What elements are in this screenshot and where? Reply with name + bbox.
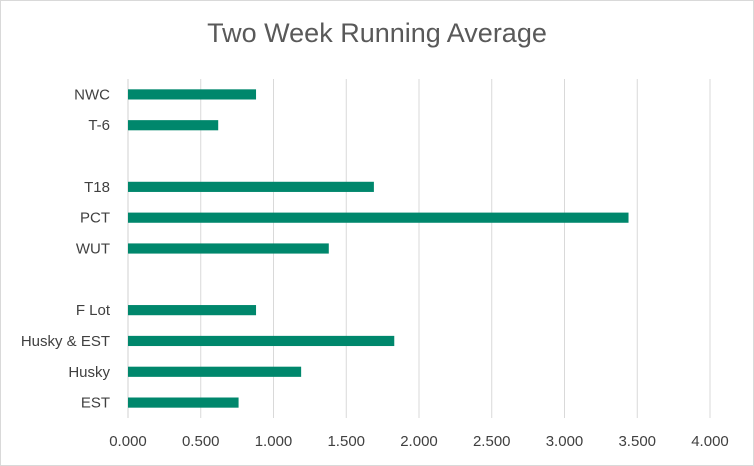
y-category-label: PCT	[80, 210, 110, 227]
bar	[128, 89, 257, 100]
bar	[128, 181, 374, 192]
bar	[128, 397, 239, 408]
y-category-label: T-6	[88, 117, 110, 134]
y-category-label: Husky	[68, 364, 110, 381]
bar	[128, 366, 302, 377]
x-tick-label: 2.000	[400, 433, 438, 450]
x-tick-label: 3.000	[546, 433, 584, 450]
x-tick-label: 0.000	[109, 433, 147, 450]
x-tick-label: 3.500	[618, 433, 656, 450]
x-tick-label: 2.500	[473, 433, 511, 450]
bar	[128, 335, 395, 347]
y-category-label: Husky & EST	[21, 333, 110, 350]
y-category-label: F Lot	[76, 302, 111, 319]
y-category-label: WUT	[76, 241, 110, 258]
bars	[128, 89, 629, 408]
x-tick-label: 1.000	[255, 433, 293, 450]
bar	[128, 243, 329, 254]
bar	[128, 305, 257, 316]
x-axis-labels: 0.000 0.500 1.000 1.500 2.000 2.500 3.000 3.500…	[109, 433, 729, 450]
y-category-label: EST	[81, 395, 110, 412]
chart-title: Two Week Running Average	[207, 18, 547, 48]
x-tick-label: 4.000	[691, 433, 729, 450]
y-category-label: T18	[84, 179, 110, 196]
y-axis-labels: NWC T-6 T18 PCT WUT F Lot Husky & EST Husky EST	[21, 86, 111, 411]
x-tick-label: 0.500	[182, 433, 220, 450]
y-category-label: NWC	[74, 86, 110, 103]
x-tick-label: 1.500	[327, 433, 365, 450]
bar	[128, 120, 219, 131]
bar	[128, 212, 629, 223]
